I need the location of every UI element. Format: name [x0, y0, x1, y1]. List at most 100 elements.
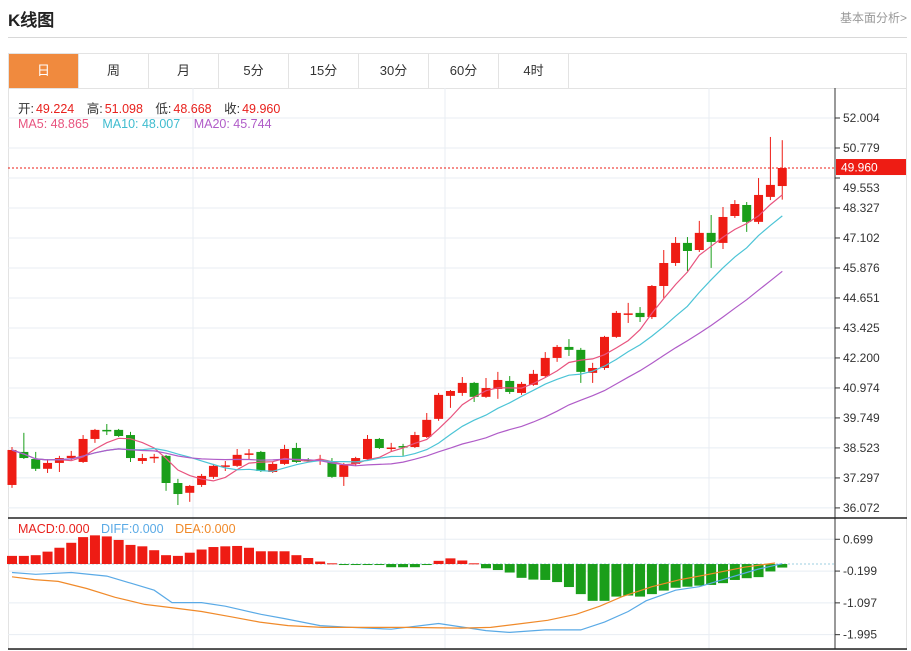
candle-body	[564, 346, 574, 350]
candle	[78, 435, 88, 463]
macd-bar	[611, 564, 622, 597]
fundamental-analysis-link[interactable]: 基本面分析>	[839, 11, 907, 25]
candle	[765, 136, 775, 201]
macd-bar	[421, 564, 432, 566]
price-axis-label: 52.004	[843, 111, 880, 125]
macd-bar	[694, 564, 705, 586]
macd-bar	[362, 564, 373, 566]
ma-legend: MA5: 48.865 MA10: 48.007 MA20: 45.744	[18, 117, 274, 131]
tab-30min[interactable]: 30分	[359, 54, 429, 88]
candle-body	[90, 429, 100, 439]
candle-body	[244, 453, 254, 455]
macd-bar	[101, 536, 112, 565]
macd-bar	[267, 551, 278, 565]
candle	[481, 378, 491, 398]
candle	[457, 377, 467, 396]
candle	[611, 310, 621, 338]
candle-body	[730, 204, 740, 216]
price-axis-label: 37.297	[843, 471, 880, 485]
candle-body	[682, 242, 692, 251]
candle	[422, 413, 432, 438]
candle	[706, 215, 716, 268]
macd-axis-label: -0.199	[843, 564, 877, 578]
high-label: 高:	[86, 102, 103, 116]
candle	[220, 460, 230, 472]
macd-bar	[291, 555, 302, 565]
candle-body	[149, 456, 159, 459]
price-axis-label: 43.425	[843, 321, 880, 335]
candle-body	[505, 380, 515, 392]
price-axis-label: 36.072	[843, 501, 880, 515]
macd-bar	[552, 564, 563, 583]
candle-body	[623, 313, 633, 315]
candle-body	[19, 451, 29, 459]
tab-month[interactable]: 月	[149, 54, 219, 88]
macd-bar	[516, 564, 527, 578]
macd-bar	[172, 555, 183, 565]
tab-60min[interactable]: 60分	[429, 54, 499, 88]
candle-body	[351, 458, 361, 464]
macd-bar	[30, 555, 41, 565]
diff-line	[11, 563, 783, 634]
macd-bar	[409, 564, 420, 568]
candle	[777, 140, 787, 200]
tab-week[interactable]: 周	[79, 54, 149, 88]
macd-bar	[718, 564, 728, 584]
macd-bar	[196, 549, 207, 565]
macd-bar	[113, 539, 124, 565]
tab-15min[interactable]: 15分	[289, 54, 359, 88]
candle	[493, 371, 503, 399]
candle-body	[43, 462, 53, 469]
candle-body	[445, 390, 455, 396]
candle-body	[374, 438, 384, 449]
candle-body	[54, 458, 64, 463]
candle-body	[671, 242, 681, 263]
divider	[8, 37, 907, 38]
tab-day[interactable]: 日	[9, 54, 79, 88]
candle-body	[197, 475, 207, 485]
price-axis-label: 48.327	[843, 201, 880, 215]
macd-bar	[528, 564, 539, 580]
macd-bar	[504, 564, 515, 573]
candle-body	[410, 435, 420, 448]
candle-body	[386, 447, 396, 450]
current-price-label: 49.960	[841, 161, 878, 175]
ma10-legend: MA10: 48.007	[102, 117, 181, 131]
candle	[19, 432, 29, 460]
macd-bar	[492, 564, 503, 571]
price-axis-label: 40.974	[843, 381, 880, 395]
candle	[623, 302, 633, 323]
candle-body	[256, 451, 266, 472]
price-axis-label: 50.779	[843, 141, 880, 155]
macd-bar	[78, 537, 89, 565]
candle	[185, 484, 195, 502]
macd-bar	[18, 555, 29, 565]
candle	[398, 443, 408, 456]
candle	[43, 459, 53, 473]
macd-bar	[682, 564, 693, 587]
candle	[31, 451, 41, 472]
high-value: 51.098	[104, 102, 143, 116]
macd-bar	[765, 564, 776, 572]
candle	[339, 462, 349, 486]
candle-body	[611, 312, 621, 337]
candle-body	[706, 232, 716, 242]
candle	[718, 206, 728, 250]
ma5-legend: MA5: 48.865	[18, 117, 89, 131]
macd-bar	[125, 544, 136, 565]
candle-body	[493, 379, 503, 390]
macd-bar	[42, 551, 53, 565]
candle-body	[600, 336, 609, 368]
low-label: 低:	[155, 102, 172, 116]
candle-body	[398, 446, 408, 448]
price-axis-label: 44.651	[843, 291, 880, 305]
tab-5min[interactable]: 5分	[219, 54, 289, 88]
macd-bar	[7, 555, 17, 565]
macd-bar	[208, 547, 219, 565]
candle	[173, 478, 183, 506]
candle-body	[777, 168, 787, 187]
candle	[434, 392, 444, 421]
macd-bar	[599, 564, 610, 601]
tab-4hour[interactable]: 4时	[499, 54, 569, 88]
